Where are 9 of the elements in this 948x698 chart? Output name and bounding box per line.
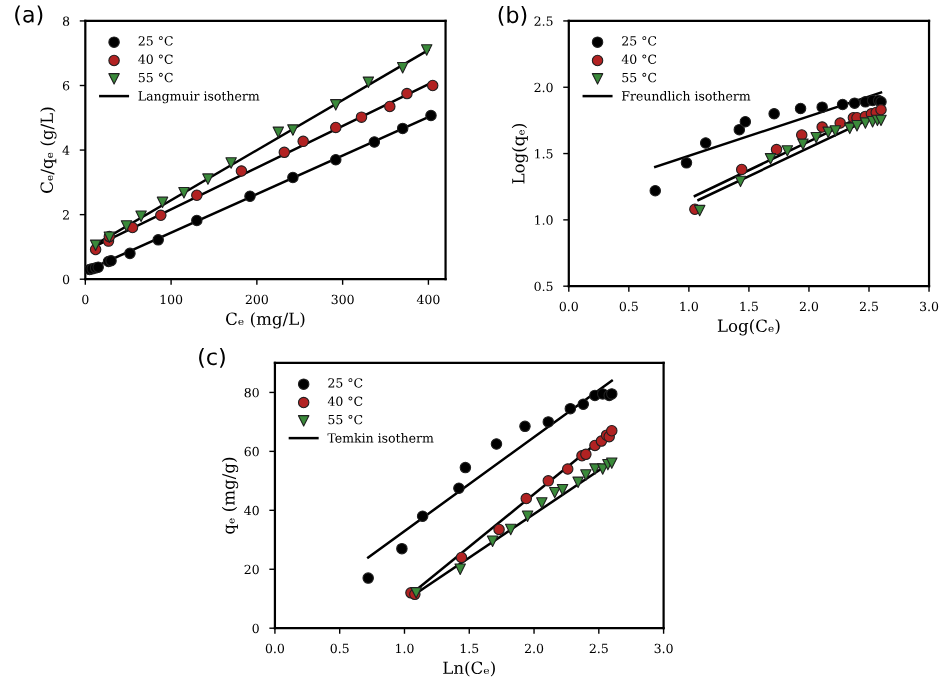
x-axis-title: Log(Cₑ) (717, 319, 780, 336)
chart-title: (b) (498, 5, 527, 26)
y-axis-title: Cₑ/qₑ (g/L) (40, 107, 57, 193)
chart-title: (c) (199, 348, 225, 368)
x-axis-title: Cₑ (mg/L) (226, 312, 305, 329)
y-axis-title: Log(qₑ) (511, 123, 529, 184)
chart-title: (a) (15, 5, 43, 26)
x-axis-title: Ln(Cₑ) (443, 661, 495, 677)
y-axis-title: qₑ (mg/g) (221, 457, 239, 534)
